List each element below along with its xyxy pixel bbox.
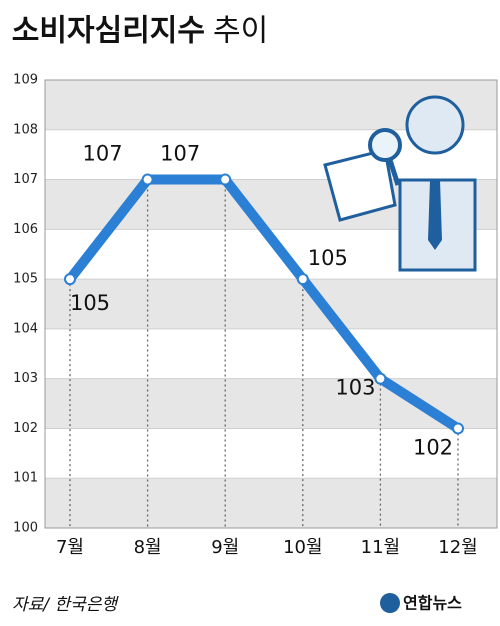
figure-head	[405, 95, 465, 155]
x-tick-label: 9월	[211, 537, 239, 558]
value-label: 105	[70, 291, 110, 315]
source: 자료/ 한국은행	[12, 595, 119, 615]
point	[296, 273, 309, 286]
logo: 연합뉴스	[403, 594, 462, 613]
band	[45, 478, 497, 528]
y-tick-label: 103	[13, 371, 38, 386]
magnifier-handle	[387, 159, 401, 186]
magnifier	[368, 128, 402, 162]
value-label: 102	[413, 435, 453, 459]
point	[374, 372, 387, 385]
plot-frame	[44, 79, 498, 529]
chart-title: 소비자심리지수	[12, 14, 205, 49]
y-tick-label: 109	[13, 73, 38, 88]
chart-title-suffix: 추이	[213, 14, 268, 49]
x-tick-label: 10월	[283, 537, 322, 558]
x-tick-label: 12월	[438, 537, 477, 558]
logo-mark	[380, 593, 400, 613]
point	[219, 173, 232, 186]
x-tick-label: 11월	[361, 537, 400, 558]
band	[45, 279, 497, 329]
point	[141, 173, 154, 186]
value-label: 107	[83, 142, 123, 166]
point	[452, 422, 464, 435]
figure-paper	[323, 148, 397, 222]
y-tick-label: 105	[13, 272, 38, 287]
y-tick-label: 107	[13, 172, 38, 187]
value-label: 105	[308, 246, 348, 270]
y-tick-label: 108	[13, 122, 38, 137]
line	[65, 174, 463, 434]
y-tick-label: 101	[13, 471, 38, 486]
y-tick-label: 106	[13, 222, 38, 237]
y-tick-label: 102	[13, 421, 38, 436]
x-tick-label: 8월	[134, 537, 162, 558]
figure-tie	[428, 180, 442, 250]
illustration	[323, 95, 477, 272]
band	[45, 378, 497, 429]
y-tick-label: 104	[13, 321, 38, 336]
value-label: 107	[160, 142, 200, 166]
y-tick-label: 100	[13, 521, 38, 536]
x-tick-label: 7월	[56, 537, 84, 558]
value-label: 103	[335, 376, 375, 400]
point	[64, 273, 76, 286]
